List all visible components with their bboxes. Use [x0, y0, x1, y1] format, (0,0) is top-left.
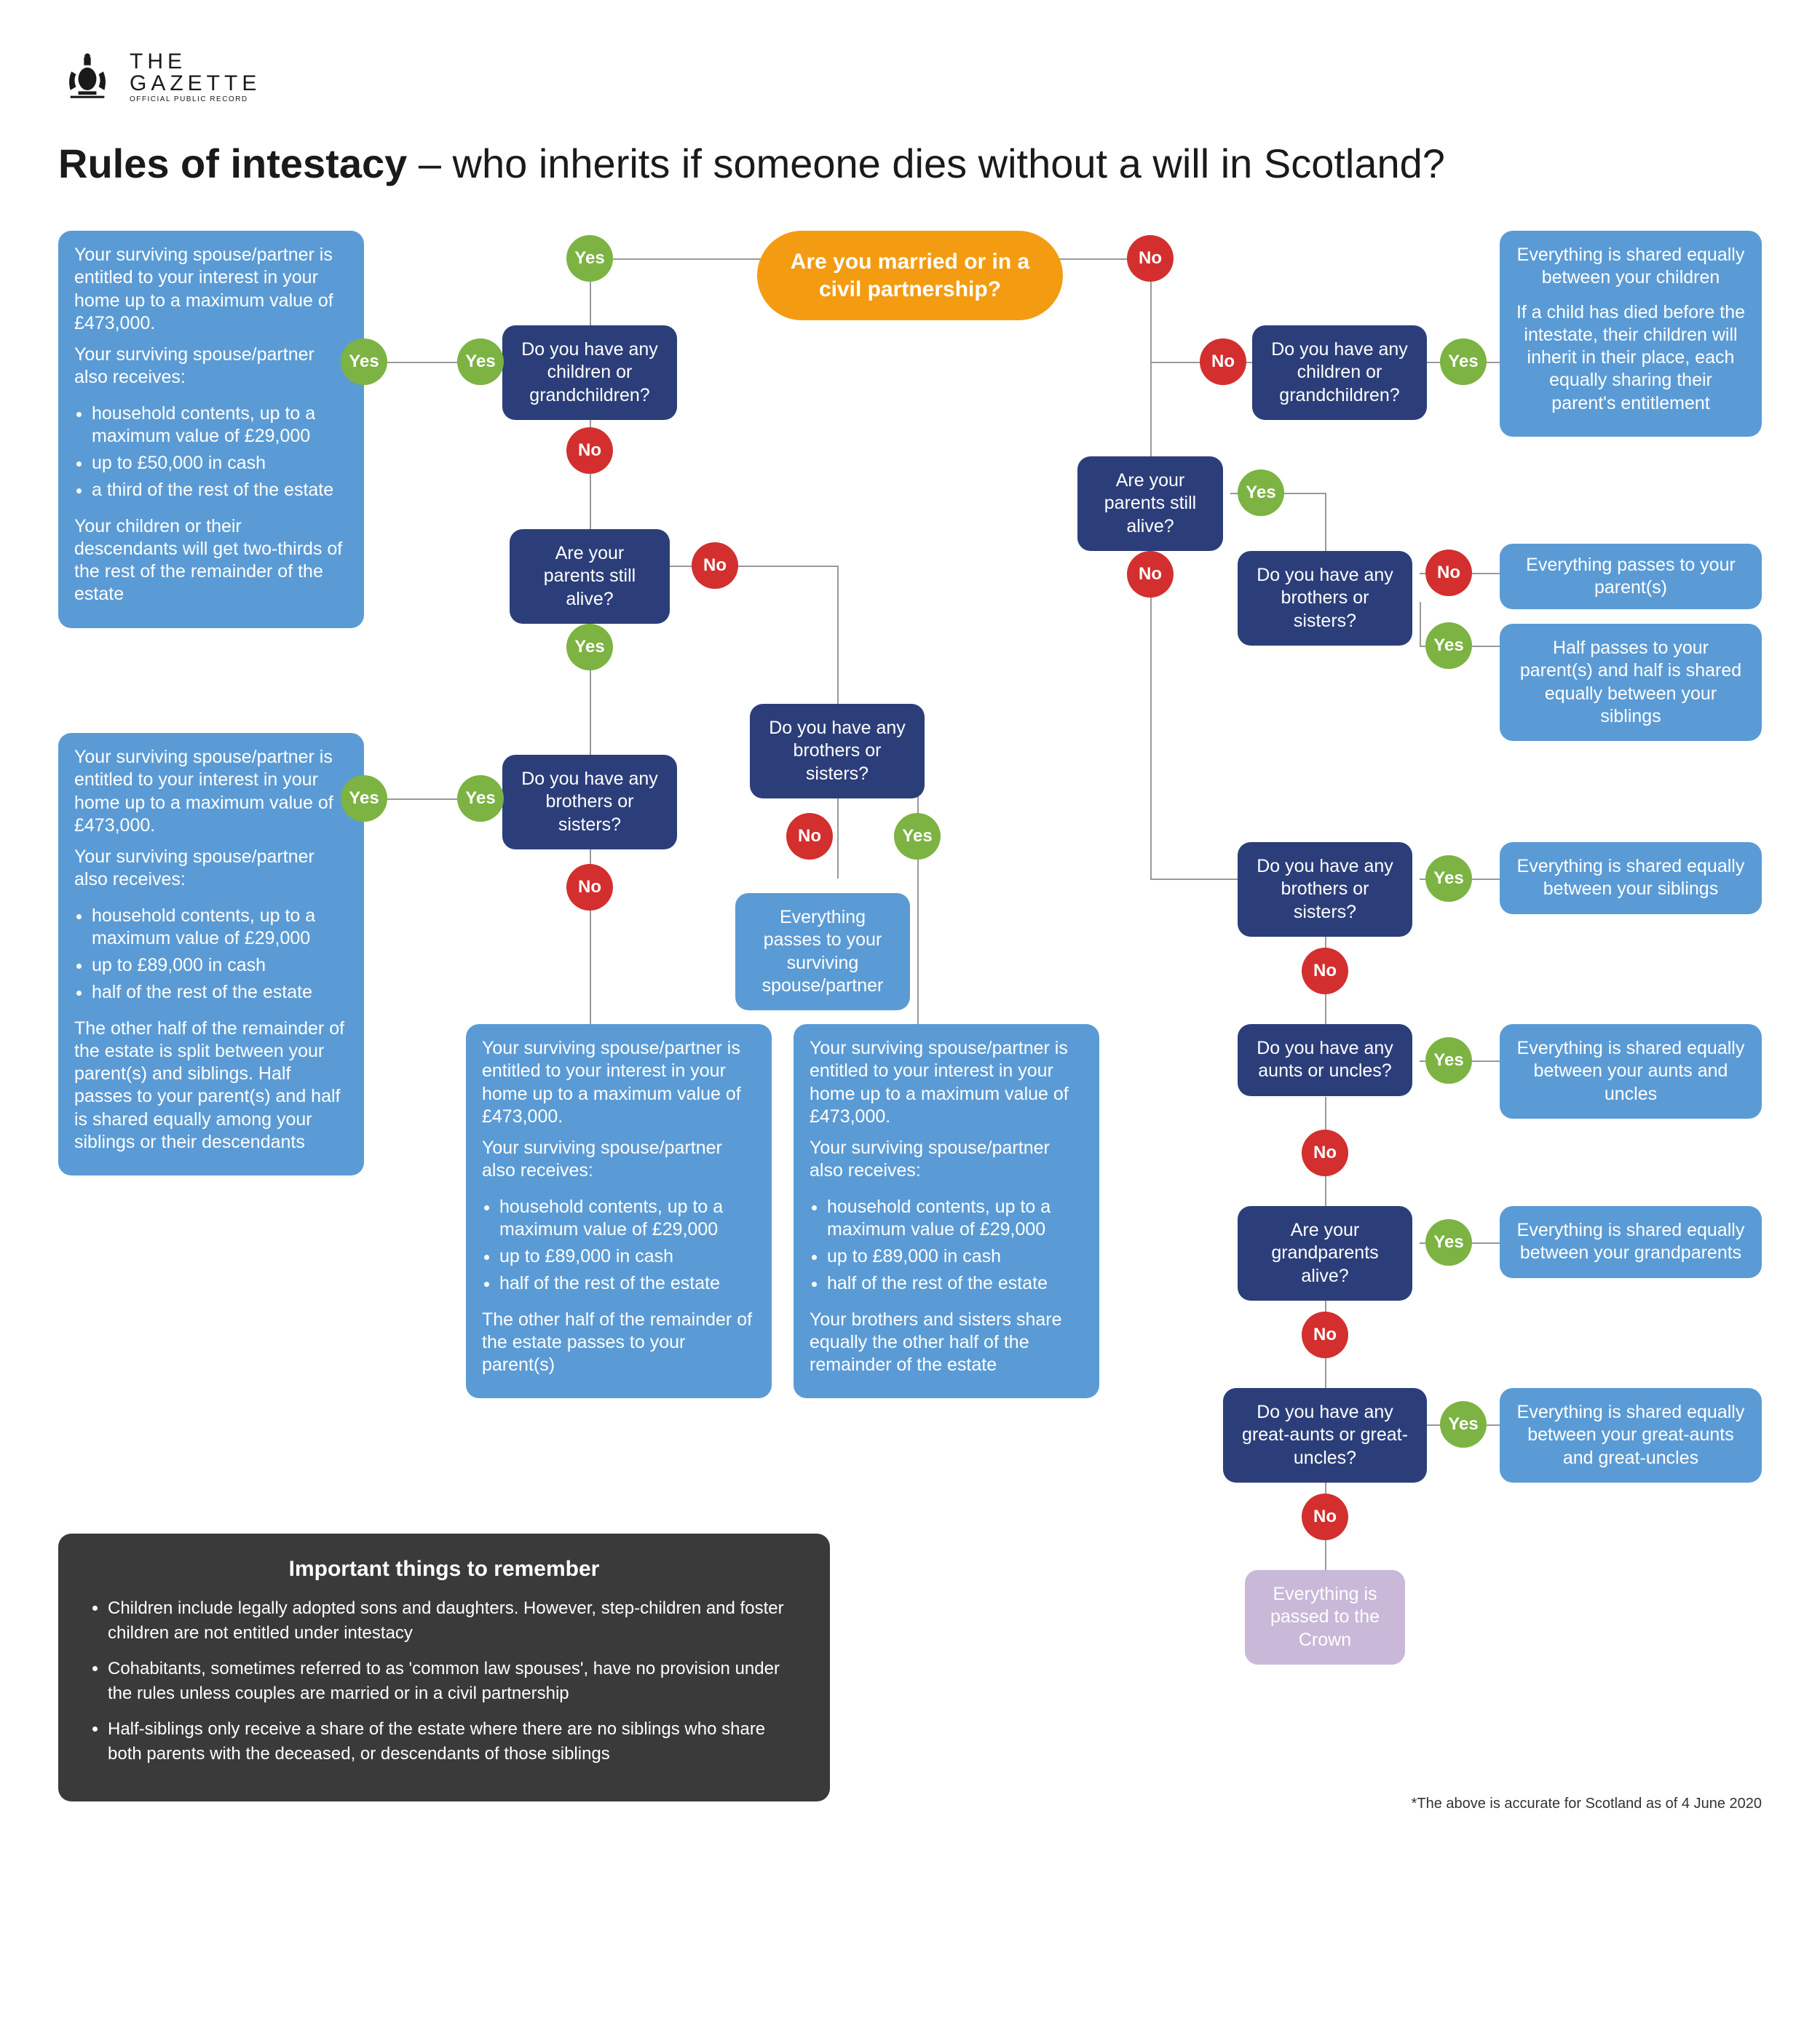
start-node: Are you married or in a civil partnershi…: [757, 231, 1063, 320]
pill-yes: Yes: [1425, 855, 1472, 902]
pill-yes: Yes: [566, 235, 613, 282]
footnote: *The above is accurate for Scotland as o…: [1412, 1796, 1762, 1812]
outcome-children: Everything is shared equally between you…: [1500, 231, 1762, 437]
outcome-spouse-parents: Your surviving spouse/partner is entitle…: [466, 1024, 772, 1398]
pill-yes: Yes: [566, 624, 613, 670]
start-text: Are you married or in a civil partnershi…: [786, 248, 1034, 303]
pill-no: No: [1200, 338, 1246, 385]
pill-no: No: [1302, 1494, 1348, 1540]
pill-yes: Yes: [1238, 469, 1284, 516]
q-parents-left: Are your parents still alive?: [510, 529, 670, 624]
outcome-parents: Everything passes to your parent(s): [1500, 544, 1762, 609]
q-parents-right: Are your parents still alive?: [1077, 456, 1223, 551]
outcome-spouse-children: Your surviving spouse/partner is entitle…: [58, 231, 364, 628]
pill-yes: Yes: [341, 338, 387, 385]
q-siblings-left: Do you have any brothers or sisters?: [502, 755, 677, 849]
q-aunts: Do you have any aunts or uncles?: [1238, 1024, 1412, 1096]
pill-yes: Yes: [457, 338, 504, 385]
important-item: Children include legally adopted sons an…: [108, 1596, 801, 1645]
pill-no: No: [566, 864, 613, 911]
q-siblings-right-a: Do you have any brothers or sisters?: [1238, 551, 1412, 646]
page-title: Rules of intestacy – who inherits if som…: [58, 140, 1762, 187]
pill-no: No: [1302, 1312, 1348, 1358]
pill-yes: Yes: [341, 775, 387, 822]
logo-the: THE: [130, 51, 261, 73]
pill-yes: Yes: [1425, 1219, 1472, 1266]
outcome-spouse-all: Everything passes to your surviving spou…: [735, 893, 910, 1010]
pill-yes: Yes: [1440, 1401, 1487, 1448]
outcome-siblings: Everything is shared equally between you…: [1500, 842, 1762, 914]
pill-no: No: [1302, 1130, 1348, 1176]
important-item: Cohabitants, sometimes referred to as 'c…: [108, 1657, 801, 1705]
pill-no: No: [692, 542, 738, 589]
important-box: Important things to remember Children in…: [58, 1534, 830, 1801]
outcome-spouse-parents-siblings: Your surviving spouse/partner is entitle…: [58, 733, 364, 1175]
important-title: Important things to remember: [87, 1557, 801, 1582]
outcome-greataunts: Everything is shared equally between you…: [1500, 1388, 1762, 1483]
crest-icon: [58, 52, 116, 103]
pill-yes: Yes: [1425, 1037, 1472, 1084]
q-children-right: Do you have any children or grandchildre…: [1252, 325, 1427, 420]
logo-subtitle: OFFICIAL PUBLIC RECORD: [130, 96, 261, 103]
logo-gazette: GAZETTE: [130, 73, 261, 95]
pill-yes: Yes: [894, 813, 941, 860]
pill-no: No: [1302, 948, 1348, 994]
q-grandparents: Are your grandparents alive?: [1238, 1206, 1412, 1301]
logo-text: THE GAZETTE OFFICIAL PUBLIC RECORD: [130, 51, 261, 103]
outcome-crown: Everything is passed to the Crown: [1245, 1570, 1405, 1665]
important-item: Half-siblings only receive a share of th…: [108, 1717, 801, 1766]
pill-yes: Yes: [1425, 622, 1472, 669]
q-siblings-mid: Do you have any brothers or sisters?: [750, 704, 925, 798]
pill-no: No: [1127, 551, 1174, 598]
q-greataunts: Do you have any great-aunts or great-unc…: [1223, 1388, 1427, 1483]
pill-no: No: [1127, 235, 1174, 282]
outcome-parents-siblings: Half passes to your parent(s) and half i…: [1500, 624, 1762, 741]
q-children-left: Do you have any children or grandchildre…: [502, 325, 677, 420]
title-bold: Rules of intestacy: [58, 140, 407, 186]
flowchart-canvas: Are you married or in a civil partnershi…: [58, 223, 1762, 1970]
outcome-aunts: Everything is shared equally between you…: [1500, 1024, 1762, 1119]
outcome-grandparents: Everything is shared equally between you…: [1500, 1206, 1762, 1278]
pill-no: No: [566, 427, 613, 474]
outcome-spouse-siblings: Your surviving spouse/partner is entitle…: [794, 1024, 1099, 1398]
pill-yes: Yes: [457, 775, 504, 822]
logo: THE GAZETTE OFFICIAL PUBLIC RECORD: [58, 51, 1762, 103]
pill-no: No: [1425, 550, 1472, 596]
pill-yes: Yes: [1440, 338, 1487, 385]
title-rest: – who inherits if someone dies without a…: [407, 140, 1445, 186]
pill-no: No: [786, 813, 833, 860]
q-siblings-right-b: Do you have any brothers or sisters?: [1238, 842, 1412, 937]
